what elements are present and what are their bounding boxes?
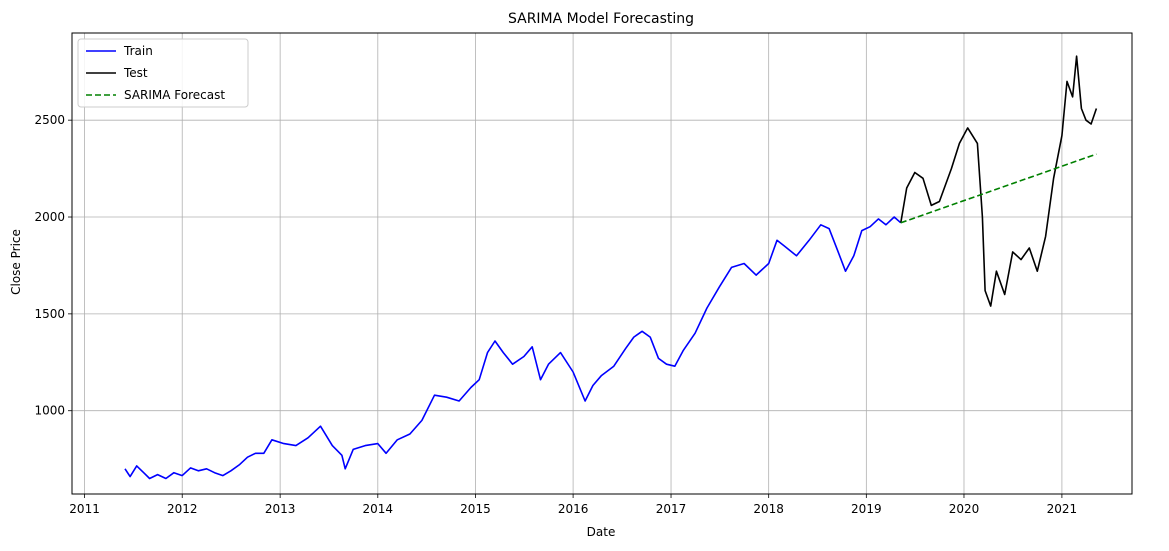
x-tick-label: 2016 xyxy=(558,502,589,516)
series-line-sarima-forecast xyxy=(900,153,1097,224)
x-tick-label: 2012 xyxy=(167,502,198,516)
y-tick-label: 1000 xyxy=(34,404,65,418)
x-tick-label: 2020 xyxy=(949,502,980,516)
x-tick-label: 2017 xyxy=(656,502,687,516)
y-tick-label: 2000 xyxy=(34,210,65,224)
x-tick-label: 2019 xyxy=(851,502,882,516)
x-tick-label: 2018 xyxy=(753,502,784,516)
grid-layer xyxy=(72,33,1132,494)
x-tick-label: 2021 xyxy=(1047,502,1078,516)
tick-layer: 2011 2012 2013 2014 2015 2016 2017 2018 2019 2020… xyxy=(34,113,1077,516)
series-line-test xyxy=(900,55,1098,307)
chart-title: SARIMA Model Forecasting xyxy=(508,11,694,27)
legend: Train Test SARIMA Forecast xyxy=(77,38,249,108)
x-tick-label: 2013 xyxy=(265,502,296,516)
y-axis-label: Close Price xyxy=(9,229,23,295)
x-tick-label: 2015 xyxy=(460,502,491,516)
x-axis-label: Date xyxy=(587,525,616,539)
x-tick-label: 2011 xyxy=(69,502,100,516)
series-layer xyxy=(124,55,1098,480)
legend-box xyxy=(77,38,249,108)
y-tick-label: 1500 xyxy=(34,307,65,321)
x-tick-label: 2014 xyxy=(363,502,394,516)
legend-label: Test xyxy=(123,66,148,80)
plot-frame xyxy=(71,32,1133,495)
y-tick-label: 2500 xyxy=(34,113,65,127)
legend-label: Train xyxy=(123,44,153,58)
legend-label: SARIMA Forecast xyxy=(124,88,225,102)
series-line-train xyxy=(124,216,902,480)
